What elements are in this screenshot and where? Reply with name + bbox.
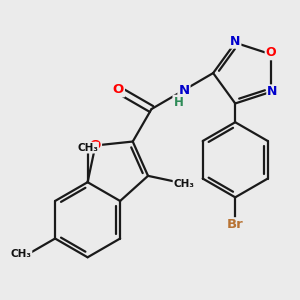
Text: Br: Br xyxy=(227,218,244,231)
Text: CH₃: CH₃ xyxy=(173,178,194,188)
Text: O: O xyxy=(113,83,124,96)
Text: N: N xyxy=(267,85,278,98)
Text: CH₃: CH₃ xyxy=(77,143,98,153)
Text: CH₃: CH₃ xyxy=(11,250,32,260)
Text: O: O xyxy=(90,139,101,152)
Text: N: N xyxy=(178,84,190,97)
Text: N: N xyxy=(230,35,240,48)
Text: O: O xyxy=(266,46,276,59)
Text: H: H xyxy=(173,96,183,109)
